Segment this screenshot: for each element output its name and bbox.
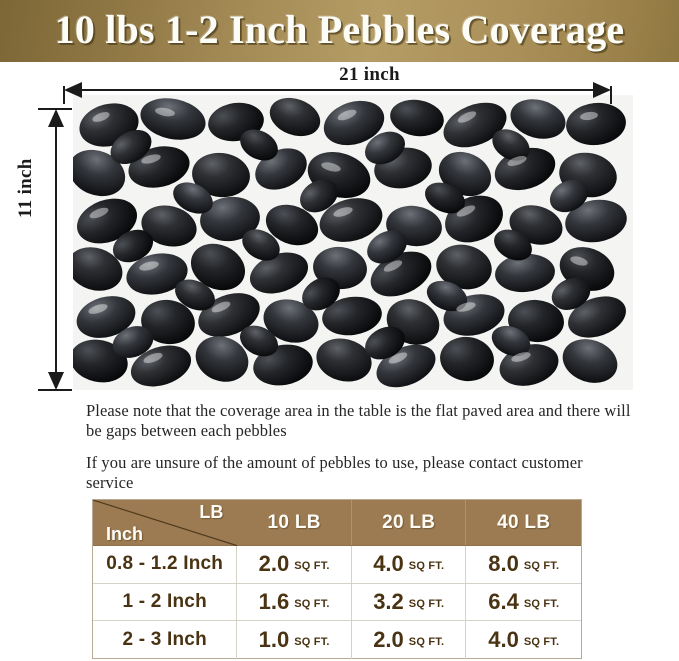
coverage-value: 3.2 — [373, 588, 404, 614]
coverage-value: 4.0 — [488, 626, 519, 652]
coverage-cell: 3.2 SQ FT. — [352, 583, 467, 621]
pebbles-illustration — [73, 95, 633, 390]
width-dimension-text: 21 inch — [339, 64, 400, 85]
coverage-value: 1.0 — [258, 626, 290, 652]
coverage-unit: SQ FT. — [294, 635, 330, 648]
coverage-cell: 4.0 SQ FT. — [466, 621, 581, 659]
coverage-value: 8.0 — [488, 551, 519, 577]
row-size-label: 2 - 3 Inch — [93, 621, 238, 659]
page-title: 10 lbs 1-2 Inch Pebbles Coverage — [54, 7, 625, 52]
coverage-unit: SQ FT. — [523, 635, 560, 648]
note-coverage-area: Please note that the coverage area in th… — [86, 401, 631, 441]
corner-col-label: LB — [199, 502, 224, 522]
coverage-unit: SQ FT. — [408, 560, 445, 573]
coverage-cell: 4.0 SQ FT. — [352, 546, 467, 583]
coverage-cell: 1.6 SQ FT. — [237, 583, 352, 621]
coverage-value: 1.6 — [258, 588, 290, 614]
coverage-unit: SQ FT. — [408, 597, 445, 610]
title-banner: 10 lbs 1-2 Inch Pebbles Coverage — [0, 0, 679, 62]
coverage-value: 2.0 — [258, 551, 290, 577]
table-row: 1 - 2 Inch 1.6 SQ FT. 3.2 SQ FT. 6.4 SQ … — [93, 583, 581, 622]
coverage-unit: SQ FT. — [523, 597, 560, 610]
coverage-unit: SQ FT. — [408, 635, 445, 648]
coverage-table: LB Inch 10 LB 20 LB 40 LB 0.8 - 1.2 Inch… — [92, 499, 582, 659]
table-row: 2 - 3 Inch 1.0 SQ FT. 2.0 SQ FT. 4.0 SQ … — [93, 621, 581, 659]
pebbles-photo — [73, 95, 633, 390]
coverage-unit: SQ FT. — [523, 560, 560, 573]
table-header-row: LB Inch 10 LB 20 LB 40 LB — [93, 500, 581, 546]
coverage-value: 6.4 — [488, 588, 519, 614]
width-dimension-label: 21 inch — [0, 64, 679, 86]
coverage-cell: 2.0 SQ FT. — [237, 546, 352, 583]
note-customer-service: If you are unsure of the amount of pebbl… — [86, 453, 583, 493]
coverage-value: 2.0 — [373, 626, 404, 652]
row-size-label: 0.8 - 1.2 Inch — [93, 546, 238, 583]
table-col-header-20lb: 20 LB — [352, 500, 467, 545]
table-corner-cell: LB Inch — [93, 500, 238, 546]
corner-row-label: Inch — [106, 524, 144, 544]
coverage-cell: 6.4 SQ FT. — [466, 584, 581, 621]
table-col-header-10lb: 10 LB — [237, 500, 352, 545]
coverage-cell: 2.0 SQ FT. — [352, 621, 467, 659]
table-row: 0.8 - 1.2 Inch 2.0 SQ FT. 4.0 SQ FT. 8.0… — [93, 546, 581, 584]
row-size-label: 1 - 2 Inch — [93, 583, 238, 621]
coverage-unit: SQ FT. — [294, 597, 330, 610]
coverage-cell: 1.0 SQ FT. — [237, 621, 352, 659]
height-dimension-label: 11 inch — [15, 158, 36, 218]
coverage-value: 4.0 — [373, 551, 404, 577]
diagonal-divider-icon — [93, 500, 238, 546]
coverage-cell: 8.0 SQ FT. — [466, 546, 581, 583]
table-col-header-40lb: 40 LB — [497, 511, 551, 533]
coverage-unit: SQ FT. — [294, 560, 330, 573]
